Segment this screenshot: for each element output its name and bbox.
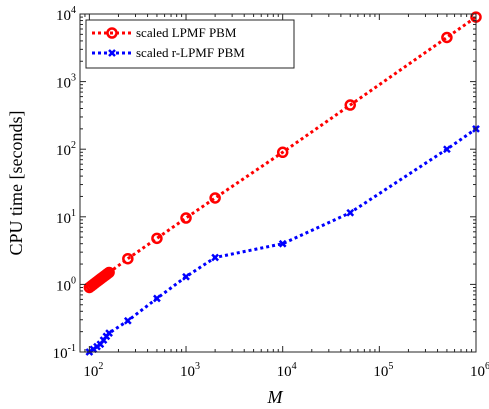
data-point	[441, 31, 453, 44]
tick-label-exponent: 0	[71, 275, 76, 286]
data-point	[122, 252, 134, 265]
data-point	[105, 329, 113, 338]
data-point	[443, 145, 451, 154]
series-2	[85, 124, 480, 356]
legend-label: scaled LPMF PBM	[136, 25, 237, 40]
data-point-stroke	[105, 329, 113, 338]
y-tick-label: 100	[56, 275, 76, 294]
tick-label-base: 10	[56, 76, 71, 92]
x-tick-label: 105	[373, 361, 393, 380]
legend-marker	[106, 27, 118, 39]
y-tick-label: 103	[56, 73, 76, 92]
tick-label-exponent: -1	[68, 343, 76, 354]
tick-label-base: 10	[470, 364, 485, 380]
data-point	[209, 192, 221, 204]
tick-label-exponent: 3	[195, 361, 200, 372]
legend-entry-1: scaled LPMF PBM	[92, 25, 237, 40]
data-point	[276, 146, 289, 159]
tick-label-exponent: 3	[71, 73, 76, 84]
data-point	[103, 266, 115, 279]
data-point	[123, 316, 132, 325]
tick-label-exponent: 2	[71, 140, 76, 151]
data-point	[182, 272, 190, 281]
series-1	[83, 11, 482, 294]
x-tick-label: 102	[83, 361, 103, 380]
tick-label-exponent: 4	[71, 5, 76, 16]
y-tick-label: 102	[56, 140, 76, 159]
y-tick-label: 10-1	[53, 343, 76, 362]
data-point	[346, 208, 355, 217]
data-point-stroke	[346, 208, 355, 217]
tick-label-base: 10	[180, 364, 195, 380]
data-point	[344, 99, 356, 111]
data-point	[211, 253, 220, 262]
data-point	[180, 212, 192, 224]
legend-box	[85, 19, 295, 69]
data-point	[278, 239, 287, 248]
x-tick-label: 106	[470, 361, 489, 380]
data-point-stroke	[182, 272, 190, 281]
x-tick-label: 104	[277, 361, 297, 380]
legend-label: scaled r-LPMF PBM	[136, 45, 245, 60]
legend: scaled LPMF PBM scaled r-LPMF PBM	[85, 19, 295, 69]
x-tick-label: 103	[180, 361, 200, 380]
series-layer	[83, 11, 482, 356]
x-tick-labels: 102 103 104 105 106	[83, 361, 489, 380]
legend-entry-2: scaled r-LPMF PBM	[92, 45, 245, 60]
data-point-stroke	[211, 253, 220, 262]
data-point-stroke	[123, 316, 132, 325]
tick-label-base: 10	[56, 211, 71, 227]
tick-label-exponent: 1	[71, 208, 76, 219]
data-point-stroke	[443, 145, 451, 154]
y-tick-label: 101	[56, 208, 76, 227]
data-point-stroke	[278, 239, 287, 248]
y-tick-label: 104	[56, 5, 76, 24]
tick-label-exponent: 5	[388, 361, 393, 372]
tick-label-base: 10	[56, 278, 71, 294]
x-axis-label: M	[267, 387, 284, 407]
tick-label-base: 10	[56, 143, 71, 159]
tick-label-exponent: 6	[485, 361, 489, 372]
tick-label-base: 10	[56, 8, 71, 24]
y-axis-label: CPU time [seconds]	[6, 111, 26, 256]
tick-label-exponent: 4	[292, 361, 297, 372]
legend-marker	[108, 49, 116, 57]
tick-label-base: 10	[277, 364, 292, 380]
data-point-stroke	[153, 294, 161, 303]
data-point	[153, 294, 161, 303]
tick-label-exponent: 2	[98, 361, 103, 372]
tick-label-base: 10	[53, 346, 68, 362]
tick-label-base: 10	[83, 364, 98, 380]
plot-frame	[79, 13, 477, 353]
data-point	[151, 232, 163, 245]
tick-label-base: 10	[373, 364, 388, 380]
plot-area	[80, 14, 476, 352]
